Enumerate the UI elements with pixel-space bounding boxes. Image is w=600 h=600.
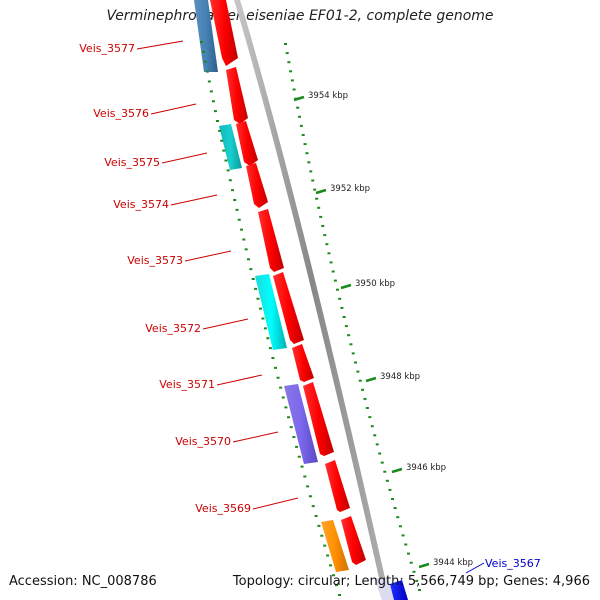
major-tick [315,188,327,195]
gene-box[interactable] [194,0,218,72]
gene-label-veis-3573[interactable]: Veis_3573 [127,254,183,267]
gene-label-veis-3574[interactable]: Veis_3574 [113,198,169,211]
label-leader-line [465,562,485,574]
gene-box[interactable] [219,124,242,170]
label-leader-line [136,40,184,50]
ruler-ticks: 3954 kbp 3952 kbp 3950 kbp 3948 kbp 3946 kbp… [293,91,473,569]
gene-label-veis-3572[interactable]: Veis_3572 [145,322,201,335]
gene-label-veis-3577[interactable]: Veis_3577 [79,42,135,55]
tick-label: 3944 kbp [433,558,473,568]
label-leader-line [232,431,279,443]
major-tick [293,95,305,102]
gene-arrow[interactable] [303,382,334,456]
gene-box[interactable] [255,274,287,350]
gene-label-veis-3567[interactable]: Veis_3567 [485,557,541,570]
major-tick [340,283,352,290]
gene-arrow[interactable] [325,460,350,512]
tick-label: 3946 kbp [406,463,446,473]
gene-box[interactable] [284,384,318,464]
label-leader-line [161,152,208,164]
gene-box[interactable] [390,580,408,600]
gene-label-veis-3576[interactable]: Veis_3576 [93,107,149,120]
major-tick [418,562,430,569]
reverse-strand-genes [194,0,408,600]
gene-label-veis-3570[interactable]: Veis_3570 [175,435,231,448]
gene-arrow[interactable] [292,344,314,382]
tick-label: 3952 kbp [330,184,370,194]
gene-arrow[interactable] [236,121,258,166]
gene-arrow[interactable] [258,209,284,272]
gene-label-veis-3571[interactable]: Veis_3571 [159,378,215,391]
label-leader-line [216,374,263,386]
label-leader-line [252,497,299,510]
gene-labels: Veis_3577 Veis_3576 Veis_3575 Veis_3574 Veis… [79,40,541,574]
summary-text: Topology: circular; Length: 5,566,749 bp… [232,574,590,589]
gene-arrow[interactable] [341,516,366,565]
gene-label-veis-3575[interactable]: Veis_3575 [104,156,160,169]
label-leader-line [184,250,232,262]
tick-label: 3954 kbp [308,91,348,101]
tick-label: 3950 kbp [355,279,395,289]
tick-label: 3948 kbp [380,372,420,382]
gene-box[interactable] [321,520,349,572]
gene-box[interactable] [374,578,396,600]
label-leader-line [150,103,197,115]
major-tick [391,467,403,474]
forward-strand-genes [210,0,366,565]
ruler-dots [200,41,421,596]
gene-arrow[interactable] [210,0,238,66]
genome-backbone [234,0,390,600]
accession-text: Accession: NC_008786 [9,574,157,589]
label-leader-line [170,194,218,206]
major-tick [365,376,377,383]
gene-label-veis-3569[interactable]: Veis_3569 [195,502,251,515]
gene-arrow[interactable] [246,163,268,208]
label-leader-line [202,318,249,330]
gene-arrow[interactable] [226,67,248,124]
gene-arrow[interactable] [273,272,304,344]
